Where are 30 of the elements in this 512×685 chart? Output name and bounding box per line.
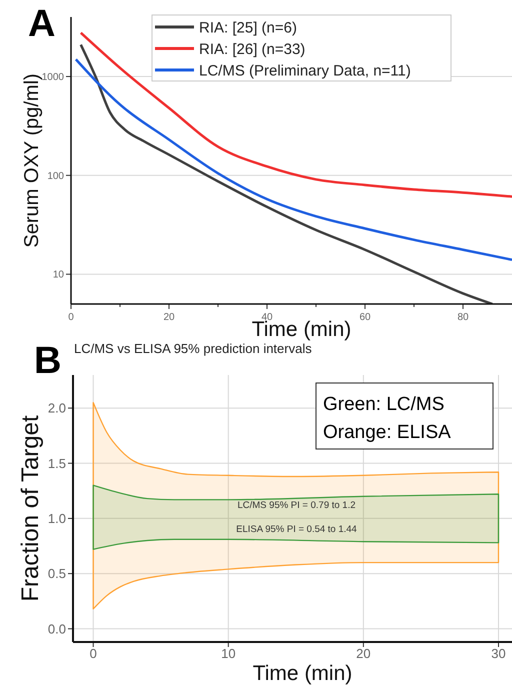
y-axis-title: Serum OXY (pg/ml) [21,73,43,248]
y-tick-label: 1.5 [48,456,66,471]
text: B [34,340,62,382]
text: A [28,3,56,45]
y-axis-title: Fraction of Target [17,415,44,602]
x-tick-label: 30 [491,646,506,661]
x-tick-label: 10 [221,646,236,661]
legend-label: RIA: [26] (n=33) [199,40,306,58]
legend-label: LC/MS (Preliminary Data, n=11) [199,62,411,80]
y-tick-label: 0.0 [48,621,66,636]
y-tick-label: 0.5 [48,566,66,582]
y-tick-label: 2.0 [48,400,66,416]
chart-title: LC/MS vs ELISA 95% prediction intervals [74,341,312,356]
x-tick-label: 60 [359,312,371,323]
annotation: ELISA 95% PI = 0.54 to 1.44 [236,524,357,535]
x-tick-label: 20 [163,312,175,323]
y-tick-label: 10 [52,270,64,281]
x-axis-title: Time (min) [252,662,352,685]
x-tick-label: 20 [356,646,371,661]
x-tick-label: 0 [90,646,97,661]
line-series [80,43,494,304]
line-series [74,58,512,262]
y-tick-label: 1.0 [48,510,66,526]
legend-label: RIA: [25] (n=6) [199,19,297,36]
y-tick-label: 1000 [42,72,64,84]
annotation: LC/MS 95% PI = 0.79 to 1.2 [237,500,356,511]
y-tick-label: 100 [47,170,64,182]
x-tick-label: 0 [68,312,74,323]
x-tick-label: 80 [457,312,469,323]
annotation: Green: LC/MS Orange: ELISA [323,394,452,443]
